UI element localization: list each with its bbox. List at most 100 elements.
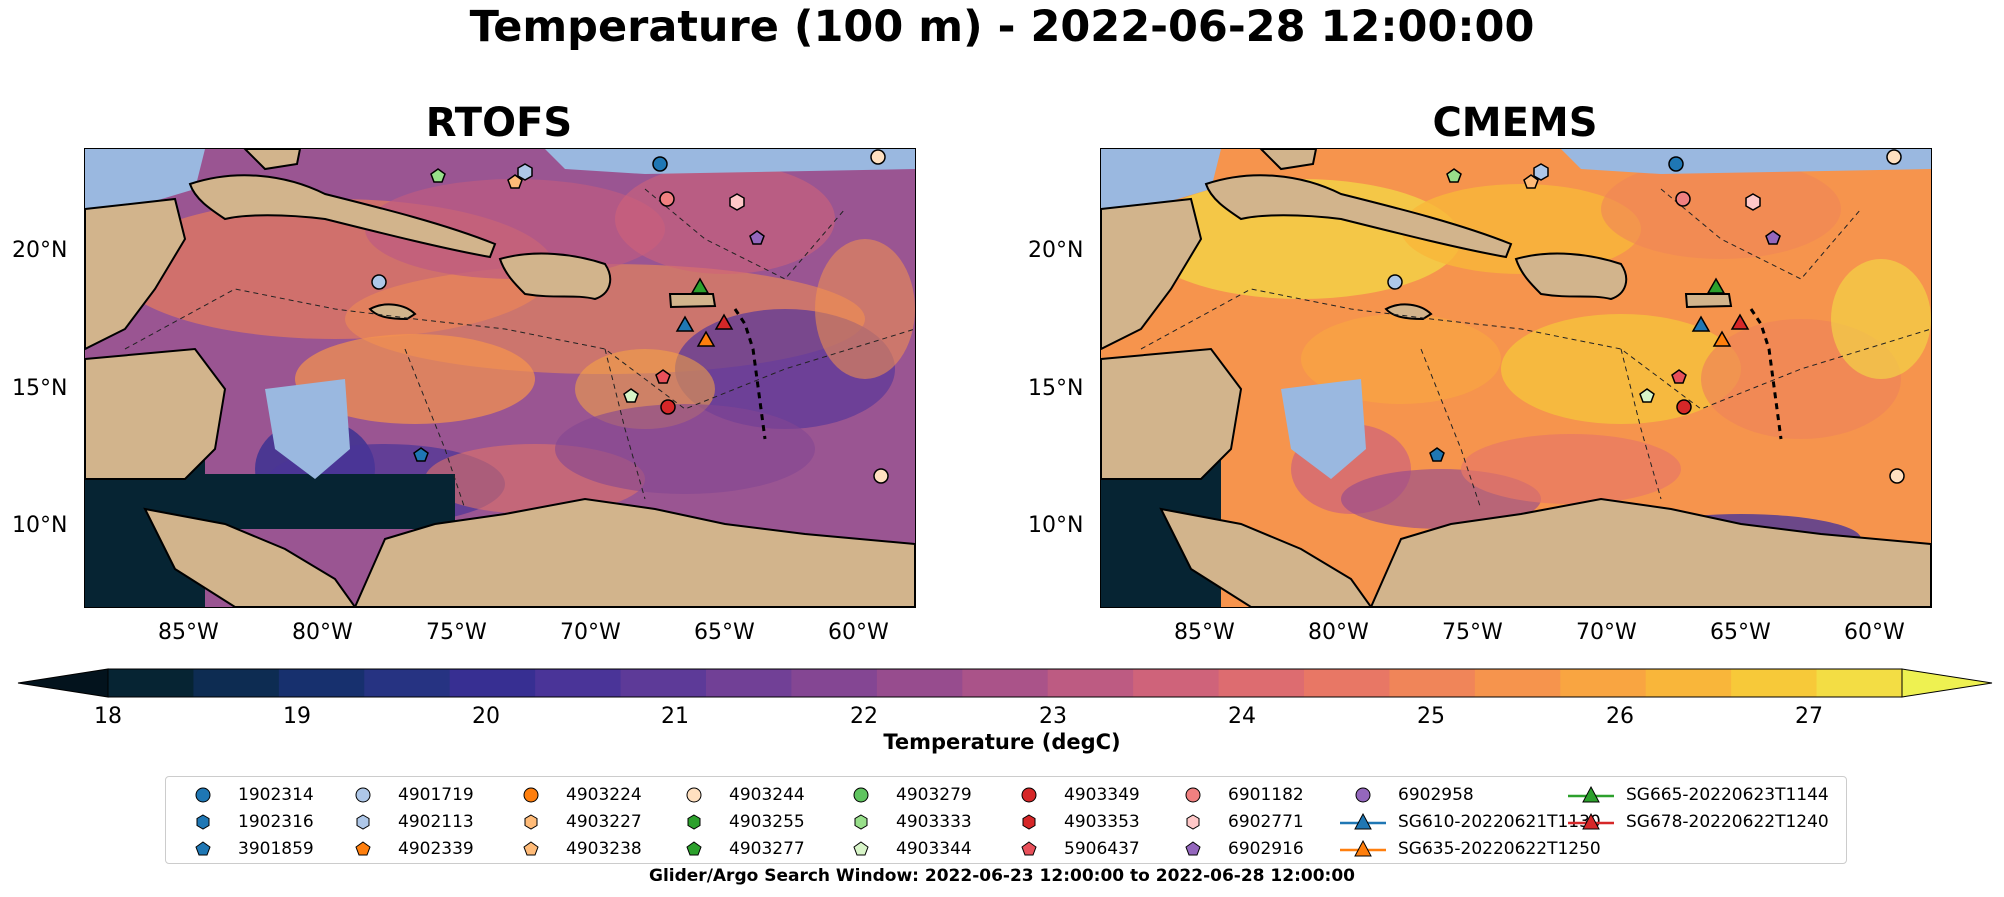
search-window-caption: Glider/Argo Search Window: 2022-06-23 12… (649, 866, 1355, 886)
colorbar-segment (1645, 669, 1732, 697)
colorbar-segment (1560, 669, 1647, 697)
lat-tick-label: 20°N (1028, 238, 1084, 263)
legend-entry-label: 6901182 (1228, 785, 1304, 805)
hexagon-marker-icon (1022, 814, 1036, 830)
legend-entry-label: 4903244 (729, 785, 805, 805)
lat-tick-label: 10°N (12, 513, 68, 538)
circle-marker-icon (1355, 787, 1371, 803)
colorbar-over-arrow (1901, 668, 1993, 698)
lon-tick-label: 75°W (1442, 620, 1503, 645)
panel-title-rtofs: RTOFS (425, 100, 573, 146)
triangle-line-marker-icon (1340, 812, 1386, 830)
pentagon-marker-icon (523, 841, 539, 856)
circle-marker-icon (686, 787, 702, 803)
lon-tick-label: 85°W (158, 620, 219, 645)
map-panel-rtofs (84, 148, 916, 608)
legend-entry-label: 1902314 (238, 785, 314, 805)
colorbar-tick-label: 22 (850, 704, 878, 729)
colorbar-tick-label: 23 (1039, 704, 1067, 729)
legend-entry-label: 4902113 (398, 812, 474, 832)
circle-marker-icon (1021, 787, 1037, 803)
lat-tick-label: 15°N (12, 376, 68, 401)
lon-tick-label: 60°W (828, 620, 889, 645)
hexagon-marker-icon (196, 814, 210, 830)
pentagon-marker-icon (1021, 841, 1037, 856)
lon-tick-label: 85°W (1174, 620, 1235, 645)
colorbar-tick-label: 21 (661, 704, 689, 729)
legend-entry-label: 4903349 (1064, 785, 1140, 805)
colorbar-title: Temperature (degC) (883, 730, 1121, 754)
hexagon-marker-icon (1186, 814, 1200, 830)
panel-title-cmems: CMEMS (1432, 100, 1598, 146)
colorbar-segment (535, 669, 622, 697)
colorbar-segment (791, 669, 878, 697)
circle-marker-icon (853, 787, 869, 803)
lat-tick-label: 10°N (1028, 513, 1084, 538)
legend-entry-label: 4903344 (896, 839, 972, 859)
colorbar-segment (449, 669, 536, 697)
hexagon-marker-icon (524, 814, 538, 830)
colorbar-tick-label: 26 (1606, 704, 1634, 729)
lon-tick-label: 65°W (1710, 620, 1771, 645)
legend-entry-label: 4903224 (566, 785, 642, 805)
pentagon-marker-icon (355, 841, 371, 856)
legend-entry-label: 3901859 (238, 839, 314, 859)
legend-entry-label: 4901719 (398, 785, 474, 805)
lon-tick-label: 70°W (1576, 620, 1637, 645)
colorbar-segment (1218, 669, 1305, 697)
lon-tick-label: 70°W (560, 620, 621, 645)
circle-marker-icon (1185, 787, 1201, 803)
colorbar-tick-label: 19 (283, 704, 311, 729)
colorbar-tick-label: 24 (1228, 704, 1256, 729)
legend-entry-label: 5906437 (1064, 839, 1140, 859)
colorbar-segment (620, 669, 707, 697)
map-canvas-rtofs (85, 149, 915, 607)
hexagon-marker-icon (687, 814, 701, 830)
legend-entry-label: 4903238 (566, 839, 642, 859)
triangle-line-marker-icon (1340, 839, 1386, 857)
legend-entry-label: SG665-20220623T1144 (1626, 785, 1829, 805)
colorbar-segment (1047, 669, 1134, 697)
legend-entry-label: SG678-20220622T1240 (1626, 812, 1829, 832)
colorbar-segment (1816, 669, 1903, 697)
legend-entry-label: SG635-20220622T1250 (1398, 839, 1601, 859)
legend-entry-label: SG610-20220621T1130 (1398, 812, 1601, 832)
colorbar (17, 668, 1993, 698)
circle-marker-icon (195, 787, 211, 803)
pentagon-marker-icon (686, 841, 702, 856)
lon-tick-label: 80°W (292, 620, 353, 645)
legend-entry-label: 4903227 (566, 812, 642, 832)
pentagon-marker-icon (195, 841, 211, 856)
colorbar-tick-label: 25 (1417, 704, 1445, 729)
colorbar-segment (1731, 669, 1818, 697)
legend-entry-label: 4903333 (896, 812, 972, 832)
circle-marker-icon (523, 787, 539, 803)
legend-entry-label: 4903277 (729, 839, 805, 859)
figure-title: Temperature (100 m) - 2022-06-28 12:00:0… (469, 2, 1535, 52)
colorbar-segment (1133, 669, 1220, 697)
legend-entry-label: 4902339 (398, 839, 474, 859)
legend-entry-label: 6902958 (1398, 785, 1474, 805)
colorbar-segment (706, 669, 793, 697)
colorbar-segment (876, 669, 963, 697)
triangle-line-marker-icon (1568, 785, 1614, 803)
lon-tick-label: 80°W (1308, 620, 1369, 645)
colorbar-tick-label: 18 (94, 704, 122, 729)
colorbar-segment (1389, 669, 1476, 697)
legend: 1902314 1902316 3901859 4901719 4902113 49023… (165, 776, 1847, 864)
legend-entry-label: 6902771 (1228, 812, 1304, 832)
legend-entry-label: 4903279 (896, 785, 972, 805)
colorbar-tick-label: 20 (472, 704, 500, 729)
colorbar-segment (1474, 669, 1561, 697)
colorbar-segment (108, 669, 195, 697)
legend-entry-label: 6902916 (1228, 839, 1304, 859)
colorbar-under-arrow (17, 668, 109, 698)
legend-entry-label: 4903255 (729, 812, 805, 832)
colorbar-segment (1304, 669, 1391, 697)
lat-tick-label: 20°N (12, 238, 68, 263)
map-canvas-cmems (1101, 149, 1931, 607)
hexagon-marker-icon (854, 814, 868, 830)
pentagon-marker-icon (853, 841, 869, 856)
lon-tick-label: 65°W (694, 620, 755, 645)
colorbar-segment (193, 669, 280, 697)
